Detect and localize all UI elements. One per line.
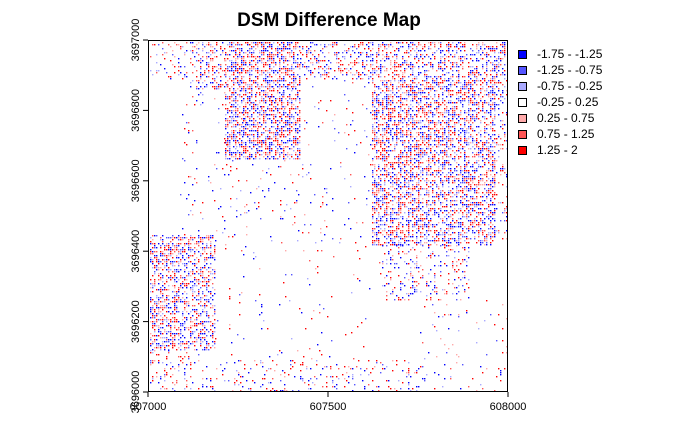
legend-label: 0.75 - 1.25 xyxy=(537,127,595,141)
map-frame xyxy=(148,40,508,392)
legend-swatch xyxy=(518,81,527,91)
legend-swatch xyxy=(518,49,527,59)
y-tick-label: 3696400 xyxy=(130,230,142,273)
y-tick-label: 3696200 xyxy=(130,300,142,343)
legend-label: -1.75 - -1.25 xyxy=(537,47,603,61)
legend-item: 0.25 - 0.75 xyxy=(518,110,602,126)
legend-label: 0.25 - 0.75 xyxy=(537,111,595,125)
difference-pixels xyxy=(150,42,508,392)
legend-label: -1.25 - -0.75 xyxy=(537,63,603,77)
y-tick-label: 3697000 xyxy=(130,19,142,62)
legend: -1.75 - -1.25 -1.25 - -0.75 -0.75 - -0.2… xyxy=(518,46,602,158)
y-tick-label: 3696800 xyxy=(130,89,142,132)
legend-swatch xyxy=(518,97,527,107)
legend-item: -1.25 - -0.75 xyxy=(518,62,602,78)
x-tick-label: 607000 xyxy=(130,401,167,413)
y-tick-label: 3696600 xyxy=(130,159,142,202)
map-title: DSM Difference Map xyxy=(237,10,421,31)
legend-item: 0.75 - 1.25 xyxy=(518,126,602,142)
legend-label: -0.25 - 0.25 xyxy=(537,95,599,109)
legend-swatch xyxy=(518,145,527,155)
legend-label: -0.75 - -0.25 xyxy=(537,79,603,93)
legend-item: 1.25 - 2 xyxy=(518,142,602,158)
legend-swatch xyxy=(518,113,527,123)
legend-label: 1.25 - 2 xyxy=(537,143,578,157)
legend-item: -1.75 - -1.25 xyxy=(518,46,602,62)
x-tick-label: 607500 xyxy=(310,401,347,413)
legend-item: -0.25 - 0.25 xyxy=(518,94,602,110)
legend-swatch xyxy=(518,129,527,139)
x-tick-label: 608000 xyxy=(490,401,527,413)
legend-item: -0.75 - -0.25 xyxy=(518,78,602,94)
y-tick-label: 3696000 xyxy=(130,371,142,414)
axes: 607000 607500 608000 3696000 3696200 3696400 3… xyxy=(130,19,527,414)
legend-swatch xyxy=(518,65,527,75)
